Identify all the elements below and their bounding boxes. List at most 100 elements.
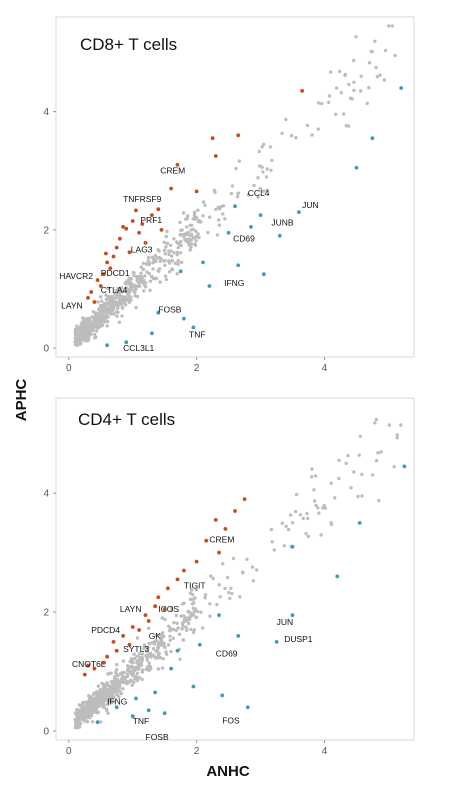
background-point bbox=[126, 298, 130, 302]
background-point bbox=[179, 614, 183, 618]
background-point bbox=[150, 274, 154, 279]
background-point bbox=[358, 434, 362, 438]
background-point bbox=[90, 704, 94, 708]
background-point bbox=[393, 53, 397, 58]
background-point bbox=[144, 262, 149, 266]
background-point bbox=[250, 565, 255, 569]
background-point bbox=[147, 641, 151, 646]
background-point bbox=[137, 675, 142, 680]
background-point bbox=[184, 225, 189, 229]
background-point bbox=[217, 223, 222, 227]
background-point bbox=[131, 660, 135, 665]
background-point bbox=[319, 533, 323, 537]
background-point bbox=[203, 596, 207, 600]
background-point bbox=[108, 306, 113, 310]
background-point bbox=[139, 271, 143, 275]
background-point bbox=[169, 249, 173, 253]
upregulated-point bbox=[175, 577, 180, 582]
upregulated-point bbox=[194, 559, 199, 564]
background-point bbox=[367, 86, 371, 90]
background-point bbox=[112, 675, 117, 679]
background-point bbox=[159, 257, 163, 261]
background-point bbox=[225, 575, 230, 580]
background-point bbox=[192, 210, 197, 214]
background-point bbox=[147, 262, 151, 267]
background-point bbox=[144, 653, 148, 657]
background-point bbox=[342, 112, 346, 116]
background-point bbox=[109, 684, 114, 689]
background-point bbox=[216, 205, 220, 210]
background-point bbox=[310, 475, 314, 479]
background-point bbox=[93, 705, 98, 710]
background-point bbox=[203, 593, 208, 597]
background-point bbox=[94, 320, 98, 324]
background-point bbox=[106, 302, 110, 307]
upregulated-point bbox=[300, 89, 304, 93]
background-point bbox=[326, 100, 331, 105]
upregulated-point bbox=[102, 272, 106, 277]
background-point bbox=[96, 692, 100, 696]
background-point bbox=[378, 73, 382, 77]
background-point bbox=[170, 254, 174, 258]
upregulated-point bbox=[175, 162, 180, 167]
gene-label: JUN bbox=[277, 617, 294, 627]
significant-points bbox=[86, 86, 404, 348]
background-point bbox=[164, 277, 169, 282]
background-point bbox=[104, 309, 109, 313]
background-point bbox=[96, 315, 101, 319]
background-point bbox=[211, 576, 215, 581]
downregulated-point bbox=[175, 648, 180, 653]
background-point bbox=[161, 657, 165, 661]
background-point bbox=[255, 568, 259, 572]
background-point bbox=[217, 583, 221, 587]
background-point bbox=[131, 666, 135, 670]
upregulated-point bbox=[130, 625, 135, 629]
background-point bbox=[179, 260, 184, 264]
background-point bbox=[98, 688, 102, 692]
background-point bbox=[140, 652, 145, 656]
downregulated-point bbox=[207, 284, 212, 288]
background-point bbox=[133, 677, 137, 681]
downregulated-point bbox=[150, 331, 154, 336]
downregulated-point bbox=[370, 136, 375, 141]
background-point bbox=[135, 275, 139, 279]
background-point bbox=[256, 176, 260, 180]
background-point bbox=[106, 711, 110, 715]
background-point bbox=[119, 286, 124, 290]
background-point bbox=[151, 267, 155, 271]
background-point bbox=[147, 668, 151, 673]
background-point bbox=[77, 720, 81, 724]
background-point bbox=[115, 687, 119, 691]
background-point bbox=[102, 301, 106, 306]
background-point bbox=[143, 274, 147, 278]
gene-label: CCL4 bbox=[248, 188, 270, 198]
background-point bbox=[151, 647, 156, 651]
background-point bbox=[215, 233, 220, 237]
upregulated-point bbox=[89, 290, 94, 294]
upregulated-point bbox=[104, 251, 108, 256]
y-axis-title: APHC bbox=[13, 379, 30, 422]
y-tick-label: 4 bbox=[43, 489, 49, 500]
background-point bbox=[151, 261, 155, 265]
gene-label: GK bbox=[149, 631, 162, 641]
background-point bbox=[230, 591, 234, 596]
background-point bbox=[148, 279, 153, 283]
background-point bbox=[115, 668, 119, 672]
downregulated-point bbox=[261, 272, 266, 277]
background-point bbox=[188, 223, 192, 227]
background-point bbox=[96, 684, 101, 688]
background-point bbox=[84, 321, 88, 325]
background-point bbox=[141, 267, 145, 272]
background-point bbox=[77, 342, 81, 346]
gene-label: PDCD1 bbox=[101, 268, 130, 278]
background-point bbox=[301, 516, 305, 521]
background-point bbox=[188, 597, 193, 601]
background-point bbox=[182, 601, 186, 605]
background-point bbox=[223, 586, 227, 591]
background-point bbox=[170, 608, 174, 612]
downregulated-point bbox=[249, 225, 253, 229]
background-point bbox=[191, 597, 195, 601]
background-point bbox=[92, 336, 97, 340]
background-point bbox=[162, 248, 167, 252]
y-tick-label: 2 bbox=[43, 608, 49, 619]
